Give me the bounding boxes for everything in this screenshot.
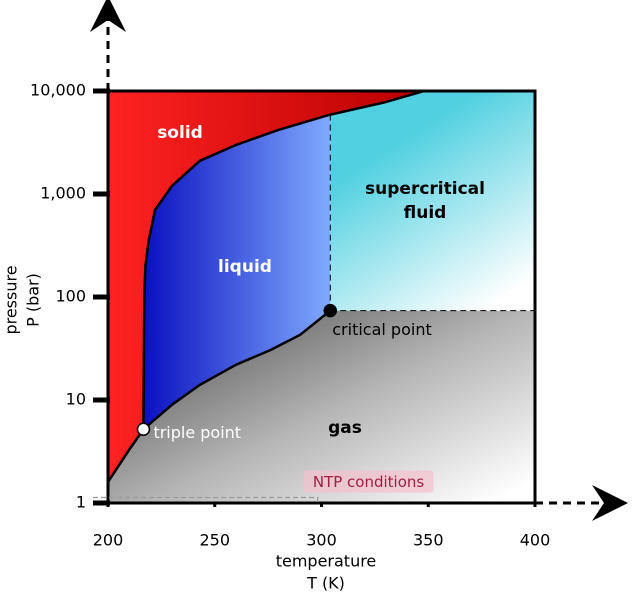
supercritical-region	[330, 91, 535, 311]
x-axis-label: T (K)	[306, 574, 345, 593]
ntp-label-bg	[303, 470, 434, 493]
y-tick-label: 10,000	[30, 81, 86, 100]
x-tick-label: 400	[520, 531, 551, 550]
gas-region	[108, 310, 535, 503]
y-tick-label: 100	[55, 287, 86, 306]
region-label: solid	[157, 123, 203, 143]
phase-point	[323, 303, 338, 318]
y-axis-label: P (bar)	[24, 273, 43, 327]
x-tick-label: 300	[306, 531, 337, 550]
ntp-guide	[93, 496, 319, 503]
regions	[108, 91, 535, 503]
y-tick-label: 1	[76, 493, 86, 512]
y-tick-label: 10	[66, 390, 86, 409]
point-label: critical point	[332, 320, 431, 339]
x-axis-label: temperature	[276, 552, 377, 571]
region-label: gas	[328, 418, 362, 438]
x-tick-label: 200	[93, 531, 124, 550]
phase-boundary	[142, 89, 425, 430]
y-tick-label: 1,000	[40, 184, 86, 203]
solid-region	[108, 91, 424, 482]
ntp-label: NTP conditions	[313, 473, 425, 491]
phase-boundary	[142, 309, 332, 431]
x-tick-label: 250	[199, 531, 230, 550]
y-axis-label: pressure	[2, 265, 21, 334]
region-label: supercritical	[365, 179, 485, 199]
region-label: liquid	[218, 257, 272, 277]
phase-boundary	[106, 428, 145, 483]
region-label: fluid	[404, 203, 447, 223]
liquid-region	[143, 114, 331, 430]
phase-point	[136, 422, 151, 437]
x-tick-label: 350	[413, 531, 444, 550]
point-label: triple point	[153, 423, 241, 442]
